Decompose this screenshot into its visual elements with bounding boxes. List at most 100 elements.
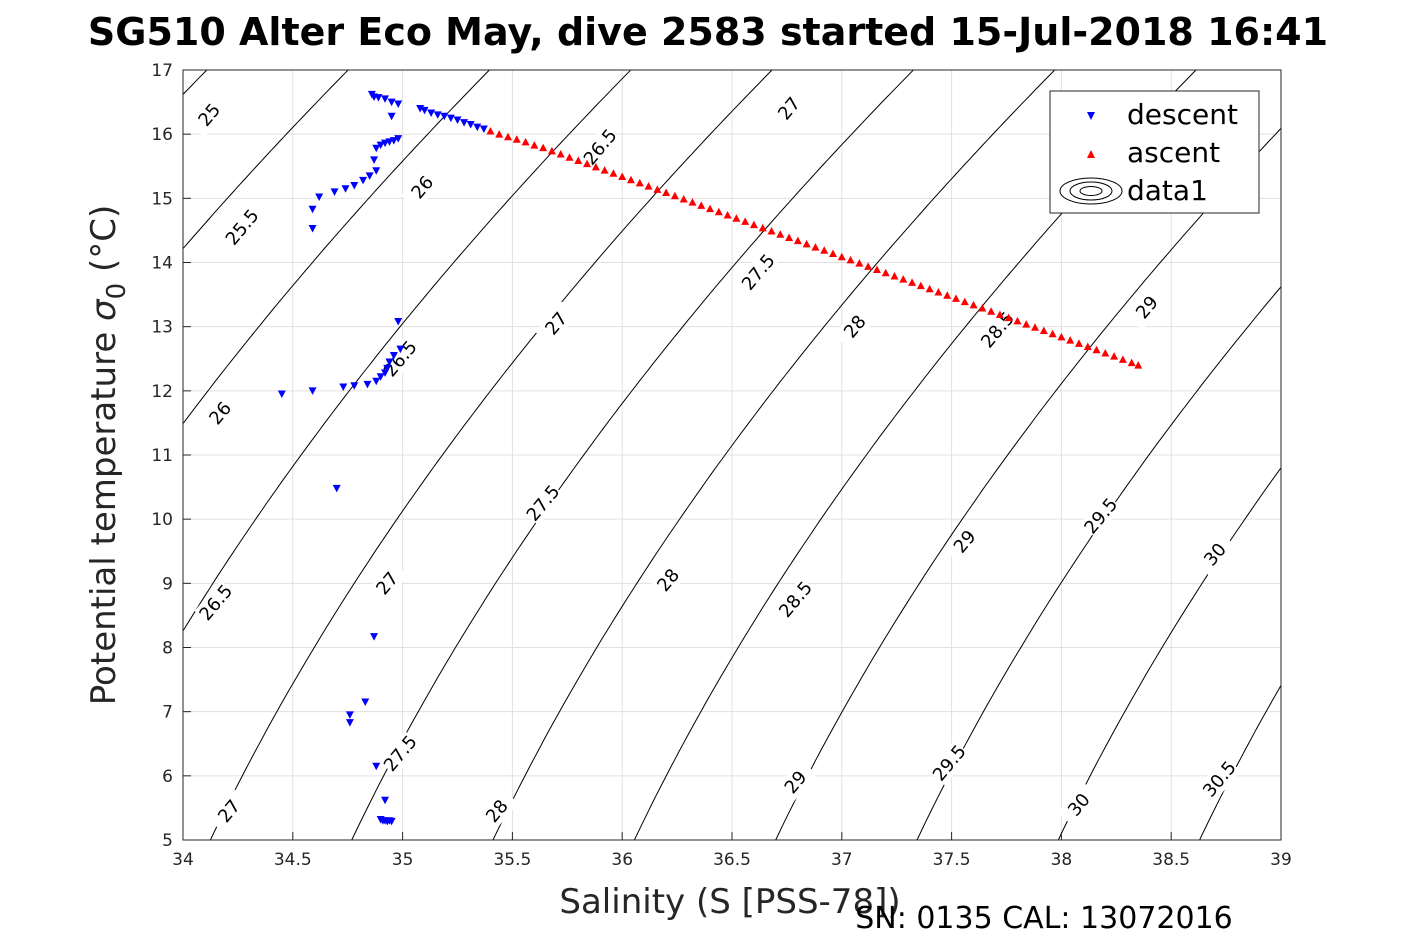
legend-descent-marker xyxy=(1087,112,1095,120)
legend-ascent-marker xyxy=(1087,150,1095,158)
descent-point xyxy=(446,114,455,123)
ascent-point xyxy=(749,220,758,229)
descent-point xyxy=(383,364,392,373)
ascent-point xyxy=(881,268,890,277)
descent-point xyxy=(345,719,354,727)
ascent-point xyxy=(916,281,925,290)
contour-line-29.5 xyxy=(916,286,1281,840)
ascent-point xyxy=(995,310,1004,318)
ascent-point xyxy=(855,259,864,267)
descent-point xyxy=(372,167,381,175)
contour-line-25.5 xyxy=(183,70,349,250)
descent-point xyxy=(341,185,350,193)
y-axis-label-sigma: σ xyxy=(84,298,124,321)
contour-label-bg xyxy=(199,390,242,436)
descent-point xyxy=(453,116,462,125)
descent-point xyxy=(372,144,381,153)
ascent-point xyxy=(600,166,609,174)
ascent-point xyxy=(574,156,583,164)
descent-point xyxy=(315,193,324,202)
contour-label-bg xyxy=(647,557,690,603)
contour-label-bg xyxy=(774,576,817,622)
descent-point xyxy=(350,182,359,190)
contour-label-bg xyxy=(943,519,987,565)
x-axis-ticks: 34 34.5 35 35.5 36 36.5 37 37.5 38 38.5 39 xyxy=(172,832,1292,870)
ascent-point xyxy=(714,207,723,216)
serial-cal-footer: SN: 0135 CAL: 13072016 xyxy=(855,901,1233,936)
ascent-point xyxy=(697,201,706,209)
descent-point xyxy=(372,377,381,386)
descent-point xyxy=(363,380,372,389)
ascent-point xyxy=(943,291,952,299)
ascent-point xyxy=(864,262,873,270)
y-axis-label-sub: 0 xyxy=(102,283,132,300)
legend-box xyxy=(1049,90,1260,214)
ascent-point xyxy=(802,239,811,248)
data-points xyxy=(277,90,1143,826)
descent-point xyxy=(381,369,390,377)
ascent-point xyxy=(1031,323,1040,331)
contour-line-26 xyxy=(183,70,491,425)
ascent-point xyxy=(837,252,846,261)
ascent-point xyxy=(872,265,881,274)
x-tick-label: 36 xyxy=(611,850,633,870)
ascent-point xyxy=(565,153,574,161)
y-tick-label: 17 xyxy=(151,61,173,81)
descent-point xyxy=(350,382,359,390)
descent-point xyxy=(361,698,370,707)
ascent-point xyxy=(793,236,802,245)
descent-point xyxy=(420,106,429,115)
ascent-point xyxy=(1101,348,1110,357)
ascent-point xyxy=(504,132,513,141)
ascent-point xyxy=(951,294,960,302)
contour-label-bg xyxy=(221,204,264,250)
contour-label-bg xyxy=(535,301,578,346)
descent-point xyxy=(370,633,379,641)
ascent-point xyxy=(1083,342,1092,351)
ascent-point xyxy=(908,278,917,286)
legend-data1-label: data1 xyxy=(1127,174,1208,207)
ascent-point xyxy=(609,169,618,177)
ascent-point xyxy=(1013,316,1022,325)
chart-title: SG510 Alter Eco May, dive 2583 started 1… xyxy=(88,10,1328,54)
descent-point xyxy=(308,205,317,214)
descent-point xyxy=(308,387,317,395)
contour-label-bg xyxy=(578,124,622,170)
ascent-point xyxy=(820,246,829,254)
y-tick-label: 11 xyxy=(151,446,173,466)
contour-label-bg xyxy=(767,86,811,131)
descent-point xyxy=(374,94,383,102)
contour-line-27 xyxy=(209,70,773,840)
y-tick-label: 16 xyxy=(151,125,173,145)
y-tick-label: 13 xyxy=(151,318,173,338)
ascent-point xyxy=(556,150,565,158)
descent-point xyxy=(460,119,469,127)
ascent-point xyxy=(1092,345,1101,354)
legend: descent ascent data1 xyxy=(1049,90,1260,214)
ascent-point xyxy=(811,243,820,251)
legend-ascent-label: ascent xyxy=(1127,136,1220,169)
ascent-point xyxy=(486,126,495,135)
descent-point xyxy=(433,111,442,119)
x-tick-label: 38.5 xyxy=(1152,850,1190,870)
descent-point xyxy=(394,318,403,326)
x-tick-label: 37 xyxy=(831,850,853,870)
y-axis-label: Potential temperature σ0 (°C) xyxy=(84,205,132,705)
ascent-point xyxy=(539,143,548,152)
contour-line-30.5 xyxy=(1199,684,1281,840)
ascent-point xyxy=(653,185,662,193)
x-tick-label: 37.5 xyxy=(933,850,971,870)
descent-point xyxy=(345,711,354,719)
descent-point xyxy=(332,484,341,493)
descent-point xyxy=(466,121,475,129)
y-axis-label-main: Potential temperature xyxy=(84,321,124,705)
y-tick-label: 5 xyxy=(162,831,173,851)
contour-line-29 xyxy=(775,127,1281,840)
descent-point xyxy=(479,125,488,134)
ascent-point xyxy=(618,172,627,181)
y-tick-label: 12 xyxy=(151,382,173,402)
x-tick-label: 35 xyxy=(392,850,414,870)
descent-point xyxy=(394,135,403,143)
descent-point xyxy=(359,176,368,185)
